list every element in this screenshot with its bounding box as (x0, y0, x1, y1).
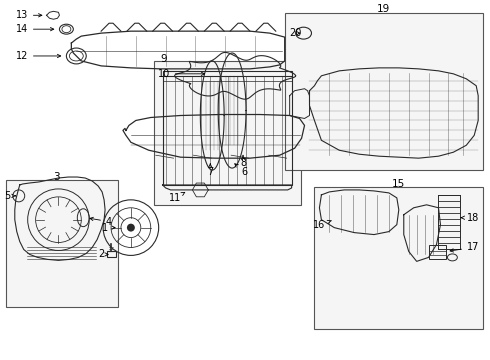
Text: 11: 11 (170, 192, 185, 203)
Text: 15: 15 (392, 179, 405, 189)
Text: 3: 3 (53, 172, 60, 182)
Text: 5: 5 (4, 191, 16, 201)
Bar (107, 251, 116, 257)
Text: 16: 16 (313, 220, 331, 230)
Text: 6: 6 (235, 164, 247, 177)
Bar (163, 71, 292, 185)
Text: 7: 7 (207, 164, 214, 177)
Text: 12: 12 (16, 51, 61, 61)
Bar (315, 187, 483, 329)
Bar (154, 61, 300, 205)
Bar (285, 13, 483, 170)
Text: 14: 14 (16, 24, 54, 34)
Text: 8: 8 (240, 156, 246, 168)
Text: 1: 1 (102, 222, 115, 233)
Text: 20: 20 (290, 28, 302, 38)
Bar (429, 246, 446, 260)
Text: 9: 9 (160, 54, 167, 64)
Bar (6, 180, 118, 307)
Text: 10: 10 (157, 69, 204, 79)
Circle shape (127, 224, 135, 231)
Text: 13: 13 (16, 10, 42, 20)
Text: 19: 19 (377, 4, 391, 14)
Text: 4: 4 (90, 217, 112, 227)
Text: 18: 18 (461, 213, 479, 223)
Text: 17: 17 (450, 243, 479, 252)
Text: 2: 2 (98, 249, 108, 260)
